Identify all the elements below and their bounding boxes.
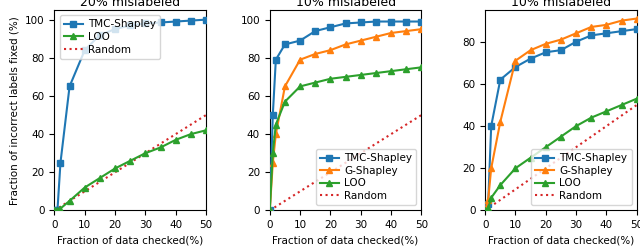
Legend: TMC-Shapley, G-Shapley, LOO, Random: TMC-Shapley, G-Shapley, LOO, Random (316, 149, 416, 205)
X-axis label: Fraction of data checked(%): Fraction of data checked(%) (488, 236, 634, 246)
Title: Spam Classification
Naïve Bayes Classifier
20% mislabeled: Spam Classification Naïve Bayes Classifi… (61, 0, 200, 9)
X-axis label: Fraction of data checked(%): Fraction of data checked(%) (273, 236, 419, 246)
Y-axis label: Fraction of incorrect labels fixed (%): Fraction of incorrect labels fixed (%) (10, 16, 19, 205)
Title: T-Shirt/Top vs Shirt Classification
ConvNet Classifier
10% mislabeled: T-Shirt/Top vs Shirt Classification Conv… (459, 0, 640, 9)
Legend: TMC-Shapley, G-Shapley, LOO, Random: TMC-Shapley, G-Shapley, LOO, Random (531, 149, 632, 205)
Legend: TMC-Shapley, LOO, Random: TMC-Shapley, LOO, Random (60, 15, 160, 59)
X-axis label: Fraction of data checked(%): Fraction of data checked(%) (57, 236, 204, 246)
Title: Flower Classification
Multinomial Logistic Regression
10% mislabeled: Flower Classification Multinomial Logist… (247, 0, 444, 9)
